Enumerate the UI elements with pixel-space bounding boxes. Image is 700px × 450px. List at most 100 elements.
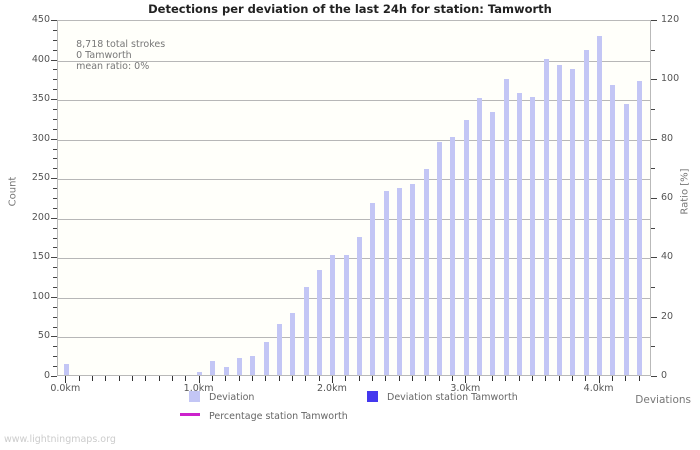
y2-tick bbox=[651, 376, 657, 377]
x-axis-label: Deviations bbox=[635, 394, 691, 406]
legend-swatch-deviation-icon bbox=[189, 391, 200, 402]
bar[interactable] bbox=[610, 84, 616, 375]
bar[interactable] bbox=[583, 49, 589, 375]
x-tick bbox=[399, 376, 400, 381]
x-tick bbox=[199, 376, 200, 383]
x-tick bbox=[345, 376, 346, 381]
bar[interactable] bbox=[517, 93, 523, 375]
y-tick-minor bbox=[53, 149, 57, 150]
bar[interactable] bbox=[637, 80, 643, 375]
y-tick-minor bbox=[53, 277, 57, 278]
bar[interactable] bbox=[197, 371, 203, 375]
x-tick bbox=[559, 376, 560, 381]
bar[interactable] bbox=[397, 188, 403, 375]
x-tick bbox=[599, 376, 600, 383]
bar[interactable] bbox=[530, 96, 536, 375]
bar[interactable] bbox=[570, 68, 576, 375]
y2-tick-minor bbox=[651, 346, 655, 347]
chart-legend: Deviation Deviation station Tamworth Per… bbox=[0, 391, 700, 431]
y-tick-minor bbox=[53, 30, 57, 31]
y2-tick-minor bbox=[651, 109, 655, 110]
bar[interactable] bbox=[263, 341, 269, 375]
y-tick-label: 0 bbox=[43, 370, 50, 381]
x-tick bbox=[492, 376, 493, 381]
x-tick bbox=[305, 376, 306, 381]
x-tick bbox=[585, 376, 586, 381]
x-tick bbox=[105, 376, 106, 381]
x-tick bbox=[252, 376, 253, 381]
x-tick bbox=[452, 376, 453, 381]
x-tick bbox=[639, 376, 640, 381]
bar[interactable] bbox=[597, 36, 603, 375]
x-tick bbox=[292, 376, 293, 381]
y2-tick-label: 60 bbox=[661, 192, 674, 203]
y-tick bbox=[51, 20, 57, 21]
bar[interactable] bbox=[477, 98, 483, 375]
bar[interactable] bbox=[250, 356, 256, 375]
x-tick bbox=[319, 376, 320, 381]
y-tick bbox=[51, 297, 57, 298]
bar[interactable] bbox=[623, 103, 629, 375]
total-strokes-text: 8,718 total strokes bbox=[76, 39, 166, 50]
y-tick-minor bbox=[53, 158, 57, 159]
bar[interactable] bbox=[317, 269, 323, 375]
mean-ratio-text: mean ratio: 0% bbox=[76, 61, 150, 72]
x-tick bbox=[92, 376, 93, 381]
y-tick-minor bbox=[53, 267, 57, 268]
y2-tick bbox=[651, 20, 657, 21]
y-tick-minor bbox=[53, 366, 57, 367]
y-tick-minor bbox=[53, 247, 57, 248]
bar[interactable] bbox=[490, 111, 496, 375]
bar[interactable] bbox=[277, 324, 283, 375]
y2-tick-label: 120 bbox=[661, 14, 680, 25]
bar[interactable] bbox=[237, 357, 243, 375]
bar[interactable] bbox=[543, 59, 549, 375]
legend-label-percentage-station: Percentage station Tamworth bbox=[209, 411, 348, 422]
legend-line-percentage-station-icon bbox=[180, 413, 200, 416]
legend-item-deviation-station[interactable]: Deviation station Tamworth bbox=[367, 391, 518, 403]
y2-tick bbox=[651, 257, 657, 258]
y-tick bbox=[51, 218, 57, 219]
bar[interactable] bbox=[503, 79, 509, 375]
bar[interactable] bbox=[423, 168, 429, 375]
bar[interactable] bbox=[437, 141, 443, 375]
bar[interactable] bbox=[223, 367, 229, 375]
x-tick bbox=[465, 376, 466, 383]
x-tick-label: 1.0km bbox=[183, 383, 214, 394]
bar[interactable] bbox=[357, 236, 363, 375]
y2-tick-label: 100 bbox=[661, 73, 680, 85]
bar[interactable] bbox=[63, 363, 69, 375]
gridline bbox=[58, 219, 650, 220]
legend-item-percentage-station[interactable]: Percentage station Tamworth bbox=[180, 411, 348, 422]
bar[interactable] bbox=[290, 312, 296, 375]
y-tick-minor bbox=[53, 129, 57, 130]
bar[interactable] bbox=[463, 120, 469, 375]
y-tick-label: 300 bbox=[31, 132, 50, 144]
x-tick bbox=[279, 376, 280, 381]
bar[interactable] bbox=[370, 202, 376, 375]
bar-series-deviation bbox=[58, 21, 650, 375]
gridline bbox=[58, 179, 650, 180]
x-tick-label: 4.0km bbox=[583, 383, 614, 394]
bar[interactable] bbox=[450, 136, 456, 375]
bar[interactable] bbox=[557, 64, 563, 375]
bar[interactable] bbox=[210, 360, 216, 375]
x-tick bbox=[505, 376, 506, 381]
bar[interactable] bbox=[343, 254, 349, 375]
y-tick bbox=[51, 376, 57, 377]
x-tick-label: 2.0km bbox=[316, 383, 347, 394]
legend-item-deviation[interactable]: Deviation bbox=[189, 391, 254, 403]
x-tick bbox=[532, 376, 533, 381]
y-tick-minor bbox=[53, 346, 57, 347]
bar[interactable] bbox=[410, 184, 416, 375]
bar[interactable] bbox=[383, 191, 389, 375]
y-tick bbox=[51, 60, 57, 61]
y2-tick-minor bbox=[651, 287, 655, 288]
y-tick-minor bbox=[53, 287, 57, 288]
bar[interactable] bbox=[303, 287, 309, 375]
x-tick bbox=[359, 376, 360, 381]
x-tick bbox=[425, 376, 426, 381]
bar[interactable] bbox=[330, 254, 336, 375]
x-tick bbox=[479, 376, 480, 381]
